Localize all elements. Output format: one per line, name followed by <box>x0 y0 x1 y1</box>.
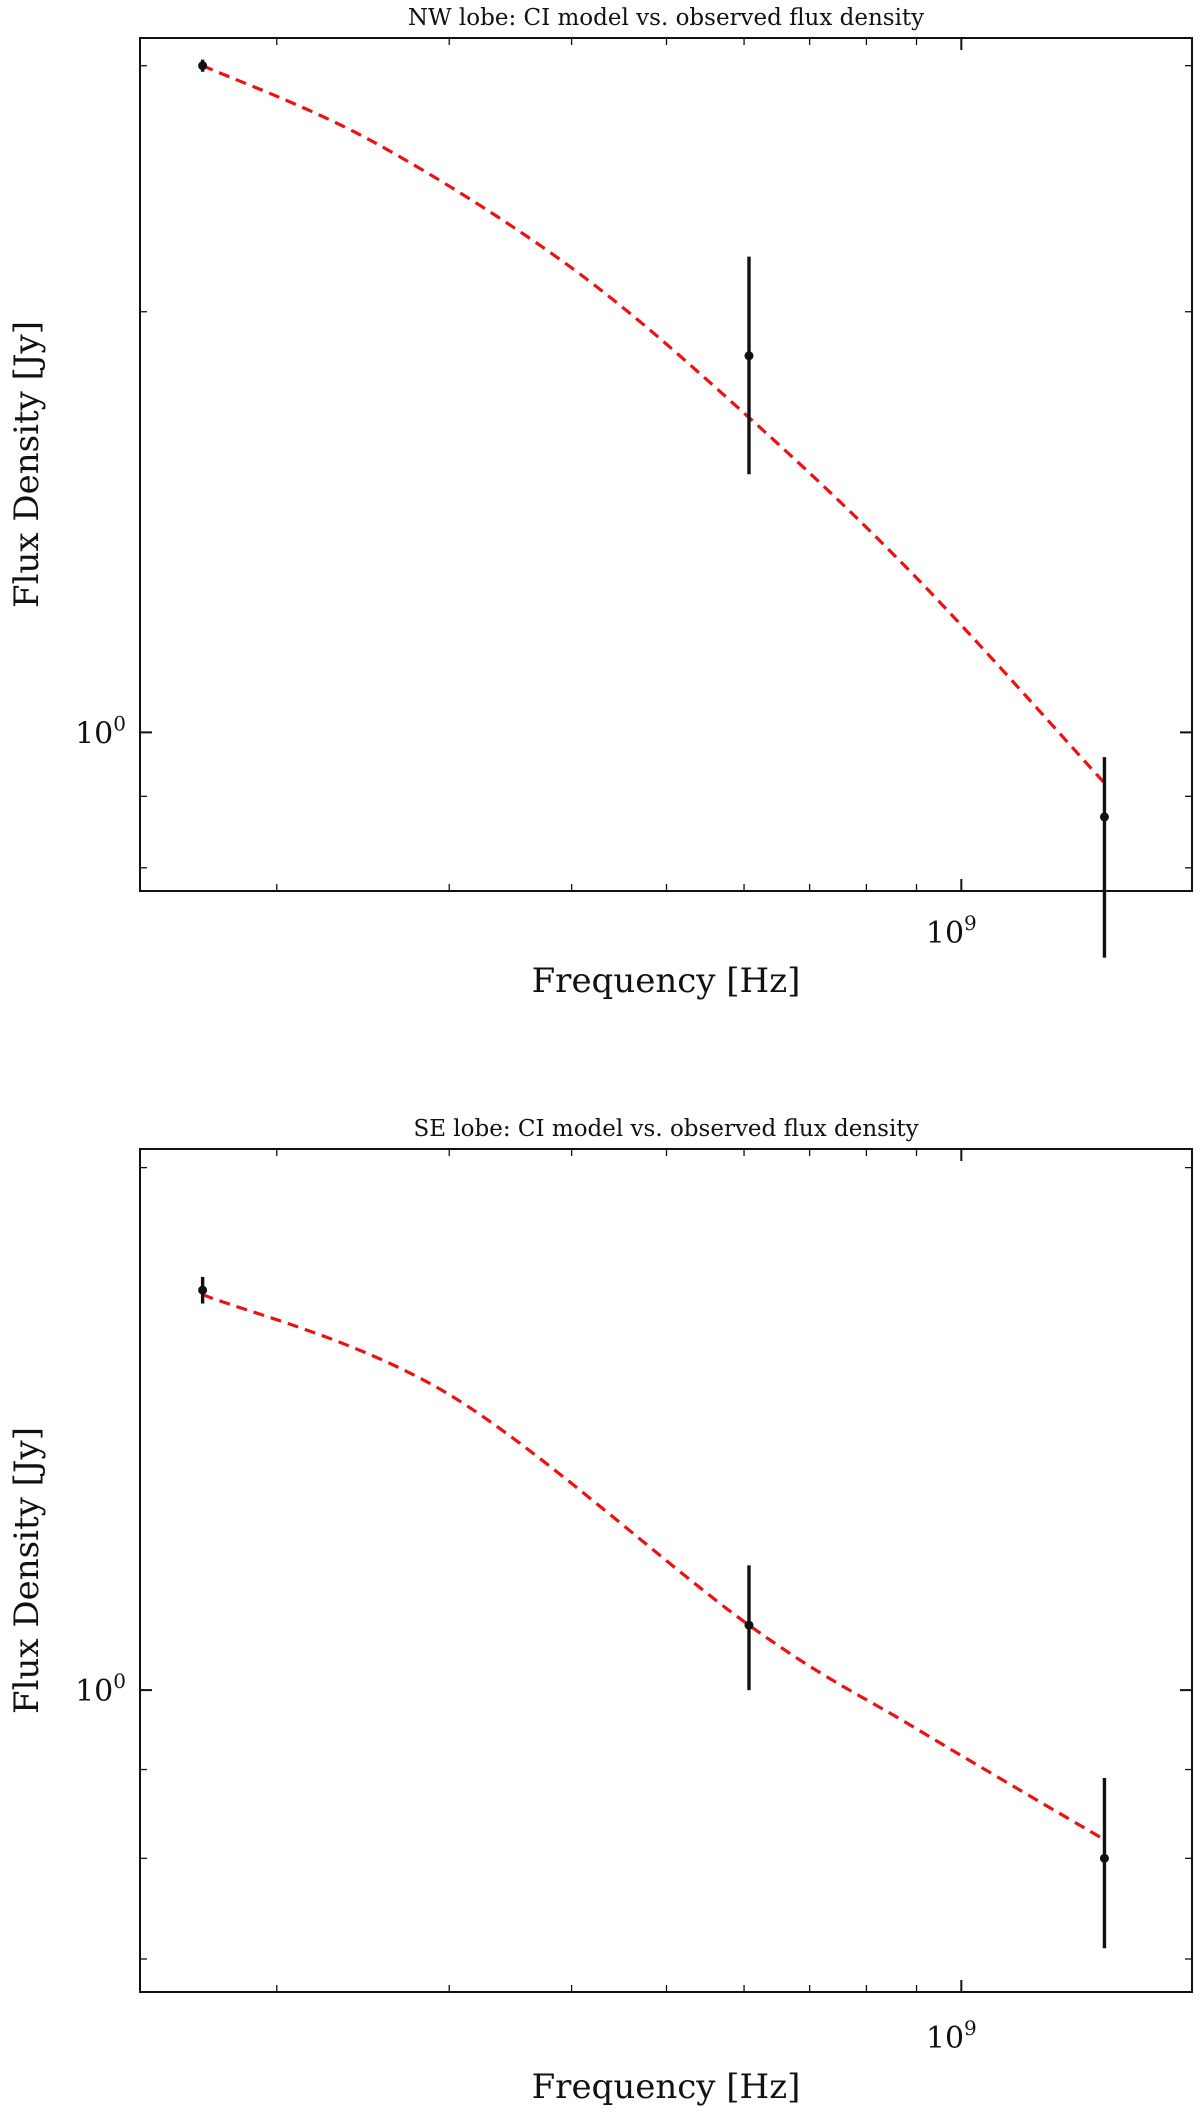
chart-panel-2: SE lobe: CI model vs. observed flux dens… <box>7 1116 1193 2107</box>
observed-data-point <box>744 351 754 361</box>
observed-data-point <box>744 1620 754 1630</box>
plot-frame <box>139 37 1193 892</box>
y-tick-label: 100 <box>75 1669 126 1709</box>
y-tick-base: 10 <box>75 1674 113 1709</box>
x-axis-label: Frequency [Hz] <box>532 961 801 1001</box>
x-tick-exponent: 9 <box>964 2016 977 2040</box>
y-tick-base: 10 <box>75 716 113 751</box>
x-tick-base: 10 <box>926 2021 964 2056</box>
y-axis-label: Flux Density [Jy] <box>7 321 47 608</box>
chart-panel-1: NW lobe: CI model vs. observed flux dens… <box>7 5 1193 1001</box>
x-tick-exponent: 9 <box>964 911 977 935</box>
observed-data-point <box>1099 1853 1109 1863</box>
chart-title: NW lobe: CI model vs. observed flux dens… <box>408 5 924 31</box>
observed-data-point <box>198 61 208 71</box>
observed-data-point <box>198 1285 208 1295</box>
y-tick-exponent: 0 <box>113 1669 126 1693</box>
model-series-line <box>201 64 1106 785</box>
observed-data-point <box>1099 812 1109 822</box>
y-tick-label: 100 <box>75 711 126 751</box>
y-tick-exponent: 0 <box>113 711 126 735</box>
model-series-line <box>202 1293 1106 1842</box>
x-tick-label: 109 <box>926 911 977 951</box>
x-axis-label: Frequency [Hz] <box>532 2067 801 2107</box>
chart-title: SE lobe: CI model vs. observed flux dens… <box>413 1116 918 1142</box>
x-tick-label: 109 <box>926 2016 977 2056</box>
x-tick-base: 10 <box>926 916 964 951</box>
plot-frame <box>139 1148 1193 1993</box>
y-axis-label: Flux Density [Jy] <box>7 1427 47 1714</box>
